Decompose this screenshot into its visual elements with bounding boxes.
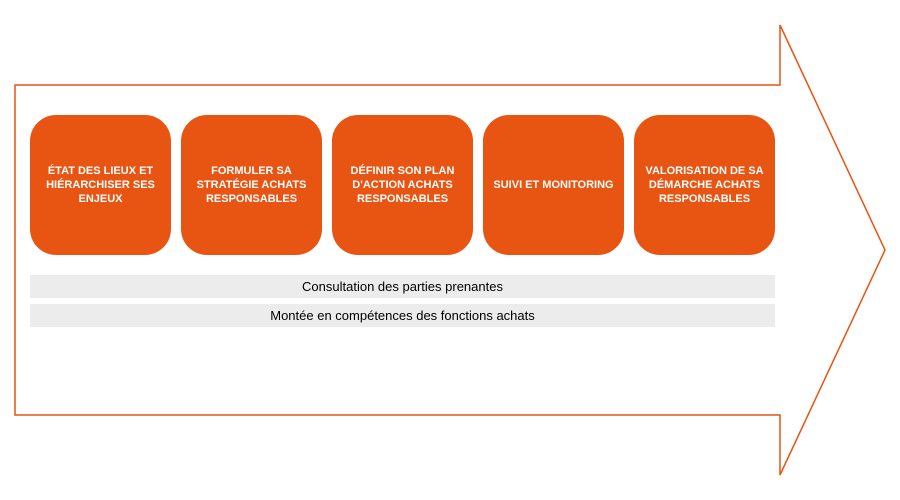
bar-label: Consultation des parties prenantes — [302, 279, 503, 294]
steps-row: ÉTAT DES LIEUX ET HIÉRARCHISER SES ENJEU… — [30, 115, 775, 255]
step-label: SUIVI ET MONITORING — [493, 178, 613, 192]
step-label: VALORISATION DE SA DÉMARCHE ACHATS RESPO… — [644, 164, 765, 207]
step-box-1: ÉTAT DES LIEUX ET HIÉRARCHISER SES ENJEU… — [30, 115, 171, 255]
step-label: DÉFINIR SON PLAN D'ACTION ACHATS RESPONS… — [342, 164, 463, 207]
support-bar-2: Montée en compétences des fonctions acha… — [30, 304, 775, 327]
diagram-content: ÉTAT DES LIEUX ET HIÉRARCHISER SES ENJEU… — [30, 115, 775, 327]
step-box-3: DÉFINIR SON PLAN D'ACTION ACHATS RESPONS… — [332, 115, 473, 255]
process-arrow-diagram: ÉTAT DES LIEUX ET HIÉRARCHISER SES ENJEU… — [10, 20, 890, 480]
step-box-2: FORMULER SA STRATÉGIE ACHATS RESPONSABLE… — [181, 115, 322, 255]
step-box-4: SUIVI ET MONITORING — [483, 115, 624, 255]
support-bar-1: Consultation des parties prenantes — [30, 275, 775, 298]
bar-label: Montée en compétences des fonctions acha… — [270, 308, 535, 323]
step-box-5: VALORISATION DE SA DÉMARCHE ACHATS RESPO… — [634, 115, 775, 255]
support-bars: Consultation des parties prenantes Monté… — [30, 275, 775, 327]
step-label: ÉTAT DES LIEUX ET HIÉRARCHISER SES ENJEU… — [40, 164, 161, 207]
step-label: FORMULER SA STRATÉGIE ACHATS RESPONSABLE… — [191, 164, 312, 207]
